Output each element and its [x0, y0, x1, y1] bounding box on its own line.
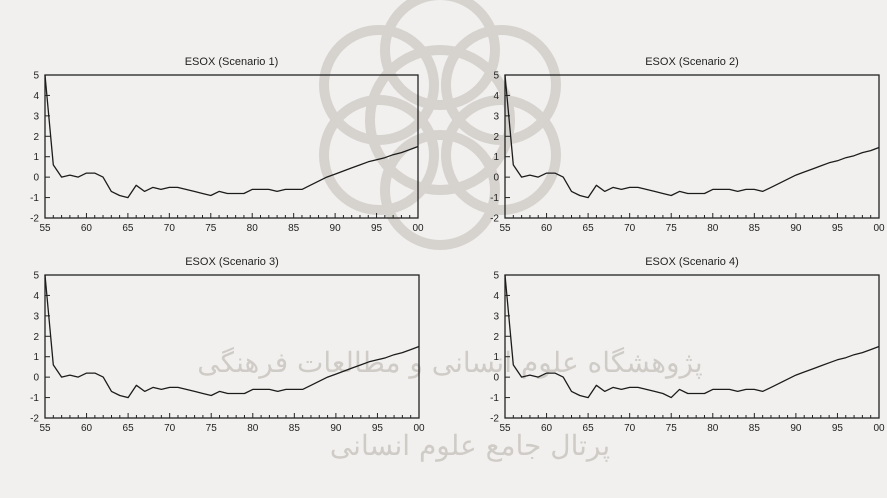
chart-title: ESOX (Scenario 3) [185, 256, 279, 268]
y-tick-label: 2 [493, 132, 499, 143]
x-tick-label: 75 [206, 423, 218, 434]
y-tick-label: 4 [33, 291, 39, 302]
y-tick-label: 0 [493, 173, 499, 184]
x-tick-label: 90 [790, 223, 802, 234]
x-tick-label: 75 [666, 223, 678, 234]
y-tick-label: -1 [490, 393, 499, 404]
x-tick-label: 85 [289, 423, 301, 434]
x-tick-label: 70 [164, 423, 176, 434]
esox-series-line [504, 274, 880, 399]
y-tick-label: 1 [33, 352, 39, 363]
x-tick-label: 75 [205, 223, 217, 234]
x-tick-label: 75 [666, 423, 678, 434]
x-tick-label: 80 [707, 223, 719, 234]
x-tick-label: 60 [541, 423, 553, 434]
y-tick-label: 4 [493, 91, 499, 102]
x-tick-label: 70 [624, 223, 636, 234]
y-tick-label: 3 [33, 111, 39, 122]
y-tick-label: 0 [33, 373, 39, 384]
y-tick-label: -1 [490, 193, 499, 204]
y-tick-label: 2 [493, 332, 499, 343]
x-tick-label: 65 [583, 223, 595, 234]
x-tick-label: 60 [81, 423, 93, 434]
plot-frame [504, 74, 880, 219]
x-tick-label: 90 [790, 423, 802, 434]
x-tick-label: 90 [330, 423, 342, 434]
x-tick-label: 80 [247, 423, 259, 434]
chart-panel-3: ESOX (Scenario 3) 5 4 3 2 1 0 -1 -255 60 65 70 75 80 8… [30, 256, 425, 434]
y-tick-label: 3 [33, 311, 39, 322]
y-tick-label: -2 [490, 414, 499, 425]
y-tick-label: 4 [493, 291, 499, 302]
y-tick-label: 1 [33, 152, 39, 163]
x-tick-label: 70 [164, 223, 176, 234]
y-tick-label: 3 [493, 311, 499, 322]
x-tick-label: 60 [541, 223, 553, 234]
chart-panel-1: ESOX (Scenario 1) 5 4 3 2 1 0 -1 -255 60 65 70 75 80 8… [30, 56, 424, 234]
y-tick-label: 5 [493, 271, 499, 282]
chart-title: ESOX (Scenario 4) [645, 256, 739, 268]
x-tick-label: 00 [873, 223, 885, 234]
rosette-icon [319, 0, 561, 250]
x-tick-label: 80 [707, 423, 719, 434]
watermark-line1: پژوهشگاه علوم انسانی و مطالعات فرهنگی [197, 346, 702, 379]
x-tick-label: 55 [499, 423, 511, 434]
x-tick-label: 60 [81, 223, 93, 234]
y-tick-label: 5 [33, 271, 39, 282]
x-tick-label: 70 [624, 423, 636, 434]
y-tick-label: 4 [33, 91, 39, 102]
x-tick-label: 85 [749, 223, 761, 234]
watermark-line2: پرتال جامع علوم انسانی [330, 429, 610, 462]
y-tick-label: 0 [493, 373, 499, 384]
esox-series-line [44, 74, 419, 199]
x-tick-label: 65 [583, 423, 595, 434]
y-tick-label: -2 [30, 214, 39, 225]
x-tick-label: 55 [39, 423, 51, 434]
x-tick-label: 95 [832, 423, 844, 434]
x-tick-label: 85 [749, 423, 761, 434]
x-tick-label: 65 [122, 223, 134, 234]
y-tick-label: 2 [33, 332, 39, 343]
y-tick-label: -1 [30, 193, 39, 204]
x-tick-label: 90 [330, 223, 342, 234]
x-tick-label: 85 [288, 223, 300, 234]
chart-panel-4: ESOX (Scenario 4) 5 4 3 2 1 0 -1 -255 60 65 70 75 80 8… [490, 256, 885, 434]
plot-frame [504, 274, 880, 419]
y-tick-label: 1 [493, 152, 499, 163]
y-tick-label: -1 [30, 393, 39, 404]
y-tick-label: 5 [493, 71, 499, 82]
chart-panel-2: ESOX (Scenario 2) 5 4 3 2 1 0 -1 -255 60 65 70 75 80 8… [490, 56, 885, 234]
x-tick-label: 00 [412, 223, 424, 234]
y-tick-label: 5 [33, 71, 39, 82]
y-tick-label: 1 [493, 352, 499, 363]
y-tick-label: -2 [490, 214, 499, 225]
x-tick-label: 55 [39, 223, 51, 234]
esox-series-line [44, 274, 420, 399]
x-tick-label: 65 [123, 423, 135, 434]
y-tick-label: -2 [30, 414, 39, 425]
x-tick-label: 95 [832, 223, 844, 234]
y-tick-label: 0 [33, 173, 39, 184]
x-tick-label: 00 [413, 423, 425, 434]
plot-frame [44, 74, 419, 219]
x-tick-label: 55 [499, 223, 511, 234]
x-tick-label: 80 [247, 223, 259, 234]
plot-frame [44, 274, 420, 419]
x-tick-label: 00 [873, 423, 885, 434]
x-tick-label: 95 [372, 423, 384, 434]
x-tick-label: 95 [371, 223, 383, 234]
chart-title: ESOX (Scenario 1) [185, 56, 279, 68]
esox-series-line [504, 74, 880, 199]
y-tick-label: 2 [33, 132, 39, 143]
y-tick-label: 3 [493, 111, 499, 122]
chart-title: ESOX (Scenario 2) [645, 56, 739, 68]
